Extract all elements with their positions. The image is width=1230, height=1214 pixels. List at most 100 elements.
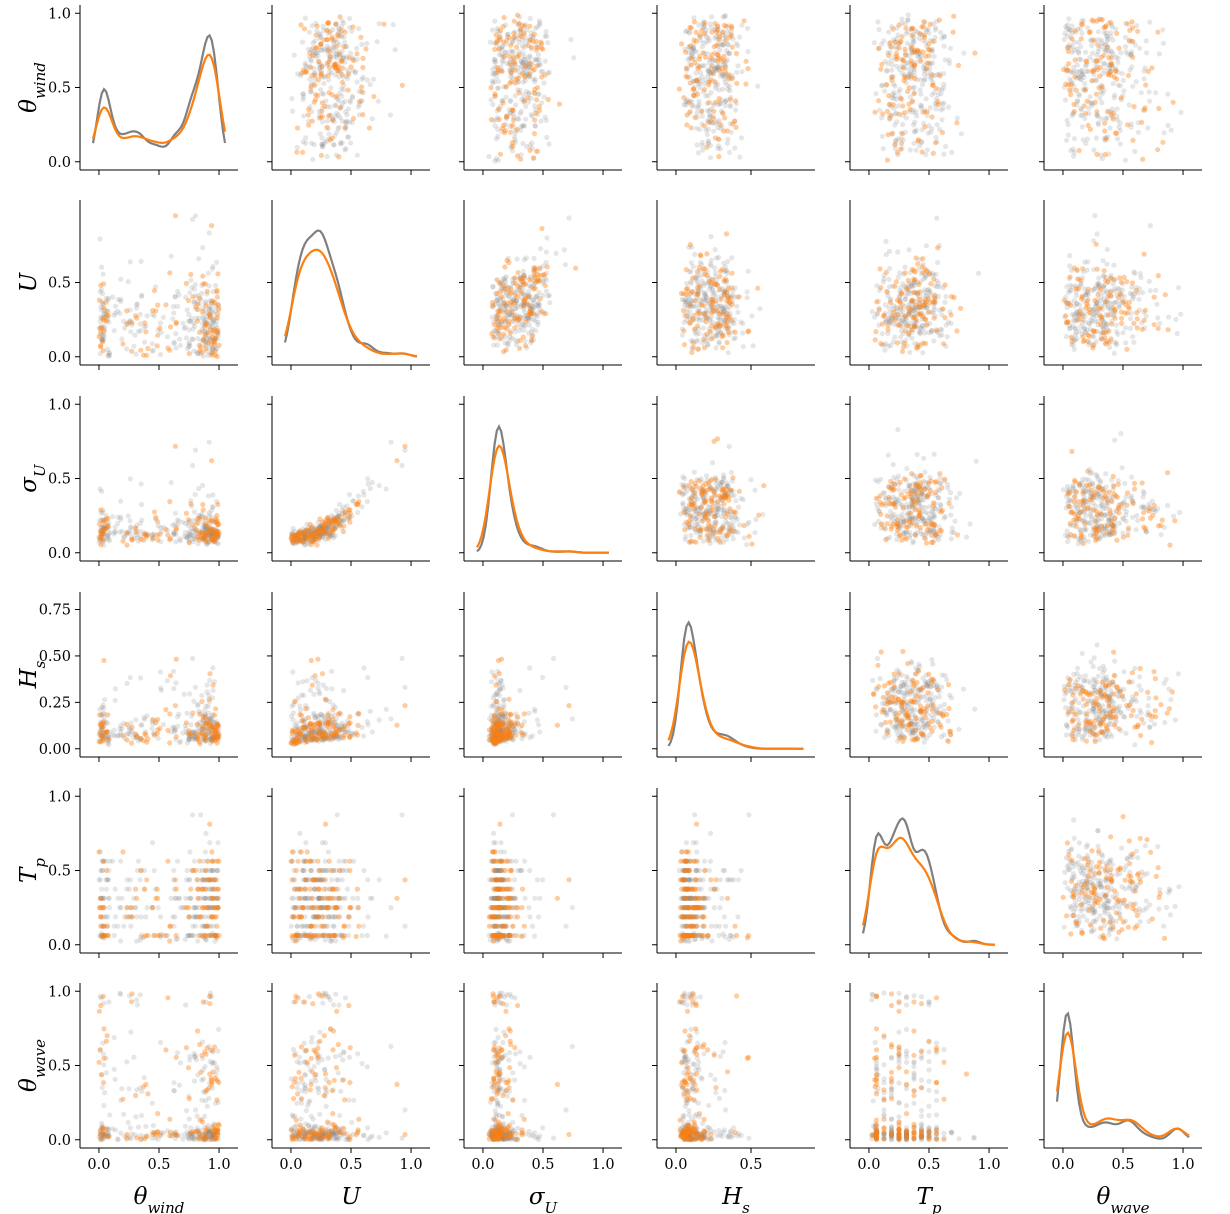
kde-curve-orange bbox=[283, 248, 418, 358]
scatter-point bbox=[1134, 316, 1140, 322]
scatter-point bbox=[910, 37, 916, 43]
scatter-point bbox=[728, 469, 735, 475]
scatter-point bbox=[691, 41, 697, 47]
scatter-point bbox=[498, 319, 504, 325]
scatter-point bbox=[909, 297, 916, 303]
scatter-point bbox=[316, 61, 323, 67]
scatter-point bbox=[910, 49, 916, 55]
scatter-point bbox=[731, 336, 737, 342]
scatter-point bbox=[533, 148, 540, 154]
scatter-point bbox=[200, 507, 206, 513]
scatter-point bbox=[331, 38, 337, 44]
scatter-point bbox=[137, 321, 143, 327]
scatter-point bbox=[692, 89, 698, 95]
scatter-point bbox=[332, 133, 338, 139]
scatter-point bbox=[690, 86, 696, 92]
scatter-point bbox=[701, 23, 707, 29]
scatter-point bbox=[961, 50, 967, 56]
scatter-point bbox=[929, 328, 935, 334]
scatter-point bbox=[334, 32, 340, 38]
scatter-point bbox=[715, 59, 721, 65]
scatter-point bbox=[696, 76, 702, 82]
panel-U-vs-H_s bbox=[652, 200, 815, 370]
scatter-point bbox=[345, 106, 352, 112]
scatter-point bbox=[196, 256, 202, 262]
scatter-point bbox=[501, 84, 507, 90]
scatter-point bbox=[173, 319, 179, 326]
scatter-point bbox=[561, 247, 568, 253]
scatter-point bbox=[895, 32, 901, 38]
scatter-point bbox=[932, 140, 939, 146]
scatter-point bbox=[898, 291, 904, 297]
scatter-point bbox=[545, 96, 551, 103]
scatter-point bbox=[728, 23, 735, 29]
scatter-point bbox=[538, 118, 544, 124]
scatter-point bbox=[516, 52, 523, 58]
scatter-point bbox=[488, 85, 494, 91]
scatter-point bbox=[314, 23, 320, 29]
scatter-point bbox=[935, 71, 941, 78]
scatter-point bbox=[167, 499, 173, 505]
scatter-point bbox=[105, 523, 111, 530]
scatter-point bbox=[119, 336, 125, 342]
scatter-point bbox=[324, 37, 330, 43]
scatter-point bbox=[308, 89, 314, 95]
scatter-point bbox=[686, 110, 692, 116]
scatter-point bbox=[326, 90, 332, 96]
scatter-point bbox=[183, 510, 189, 516]
scatter-point bbox=[705, 73, 711, 79]
scatter-point bbox=[515, 87, 521, 93]
scatter-point bbox=[125, 513, 131, 519]
scatter-point bbox=[923, 317, 929, 323]
scatter-point bbox=[902, 110, 908, 116]
scatter-point bbox=[739, 22, 745, 28]
scatter-point bbox=[702, 30, 709, 36]
scatter-point bbox=[689, 50, 695, 56]
scatter-point bbox=[523, 103, 529, 109]
scatter-point bbox=[912, 28, 919, 34]
scatter-point bbox=[729, 255, 735, 261]
scatter-point bbox=[735, 43, 741, 49]
scatter-point bbox=[922, 124, 928, 130]
scatter-point bbox=[496, 331, 502, 337]
scatter-point bbox=[318, 43, 324, 50]
scatter-point bbox=[1079, 124, 1085, 130]
scatter-point bbox=[492, 59, 498, 65]
scatter-point bbox=[516, 20, 522, 26]
scatter-point bbox=[1123, 49, 1129, 55]
scatter-point bbox=[718, 56, 724, 62]
scatter-point bbox=[945, 104, 952, 110]
scatter-point bbox=[495, 78, 502, 84]
scatter-point bbox=[492, 91, 498, 97]
scatter-point bbox=[1116, 124, 1122, 130]
scatter-point bbox=[942, 299, 948, 305]
scatter-point bbox=[545, 70, 551, 76]
scatter-point bbox=[492, 322, 498, 328]
scatter-point bbox=[687, 80, 693, 86]
scatter-point bbox=[97, 537, 103, 543]
scatter-point bbox=[342, 125, 348, 131]
scatter-point bbox=[725, 42, 731, 48]
scatter-point bbox=[209, 330, 216, 336]
scatter-point bbox=[309, 140, 315, 146]
scatter-point bbox=[200, 337, 206, 343]
scatter-point bbox=[510, 107, 516, 113]
scatter-point bbox=[1132, 148, 1138, 154]
scatter-point bbox=[1114, 136, 1121, 142]
scatter-point bbox=[902, 296, 908, 303]
scatter-point bbox=[907, 71, 913, 77]
scatter-point bbox=[149, 341, 155, 347]
scatter-point bbox=[155, 537, 161, 543]
scatter-point bbox=[340, 54, 346, 60]
scatter-point bbox=[1087, 307, 1093, 313]
scatter-point bbox=[309, 118, 315, 124]
scatter-point bbox=[529, 145, 535, 151]
scatter-point bbox=[500, 24, 506, 30]
scatter-point bbox=[494, 108, 500, 114]
scatter-point bbox=[518, 156, 524, 162]
scatter-point bbox=[1126, 305, 1132, 311]
scatter-point bbox=[715, 282, 721, 288]
scatter-point bbox=[700, 21, 706, 27]
scatter-point bbox=[336, 26, 343, 32]
scatter-point bbox=[1081, 103, 1087, 109]
